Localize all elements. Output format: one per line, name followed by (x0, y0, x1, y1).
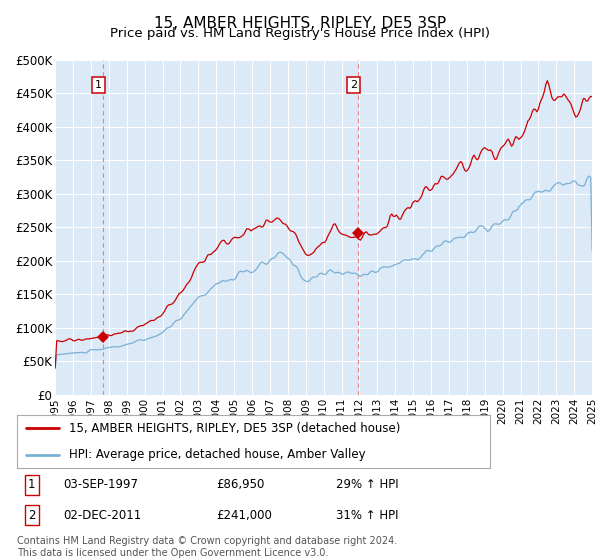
Text: 2: 2 (350, 81, 357, 90)
Text: 2: 2 (28, 508, 35, 522)
Text: 03-SEP-1997: 03-SEP-1997 (63, 478, 138, 492)
Text: 1: 1 (95, 81, 102, 90)
Text: 02-DEC-2011: 02-DEC-2011 (63, 508, 141, 522)
Text: 31% ↑ HPI: 31% ↑ HPI (336, 508, 398, 522)
Text: Price paid vs. HM Land Registry's House Price Index (HPI): Price paid vs. HM Land Registry's House … (110, 27, 490, 40)
Text: £86,950: £86,950 (216, 478, 265, 492)
Text: 15, AMBER HEIGHTS, RIPLEY, DE5 3SP: 15, AMBER HEIGHTS, RIPLEY, DE5 3SP (154, 16, 446, 31)
Text: 29% ↑ HPI: 29% ↑ HPI (336, 478, 398, 492)
Text: £241,000: £241,000 (216, 508, 272, 522)
Text: 1: 1 (28, 478, 35, 492)
Text: Contains HM Land Registry data © Crown copyright and database right 2024.
This d: Contains HM Land Registry data © Crown c… (17, 536, 397, 558)
Text: 15, AMBER HEIGHTS, RIPLEY, DE5 3SP (detached house): 15, AMBER HEIGHTS, RIPLEY, DE5 3SP (deta… (69, 422, 400, 435)
Text: HPI: Average price, detached house, Amber Valley: HPI: Average price, detached house, Ambe… (69, 449, 365, 461)
